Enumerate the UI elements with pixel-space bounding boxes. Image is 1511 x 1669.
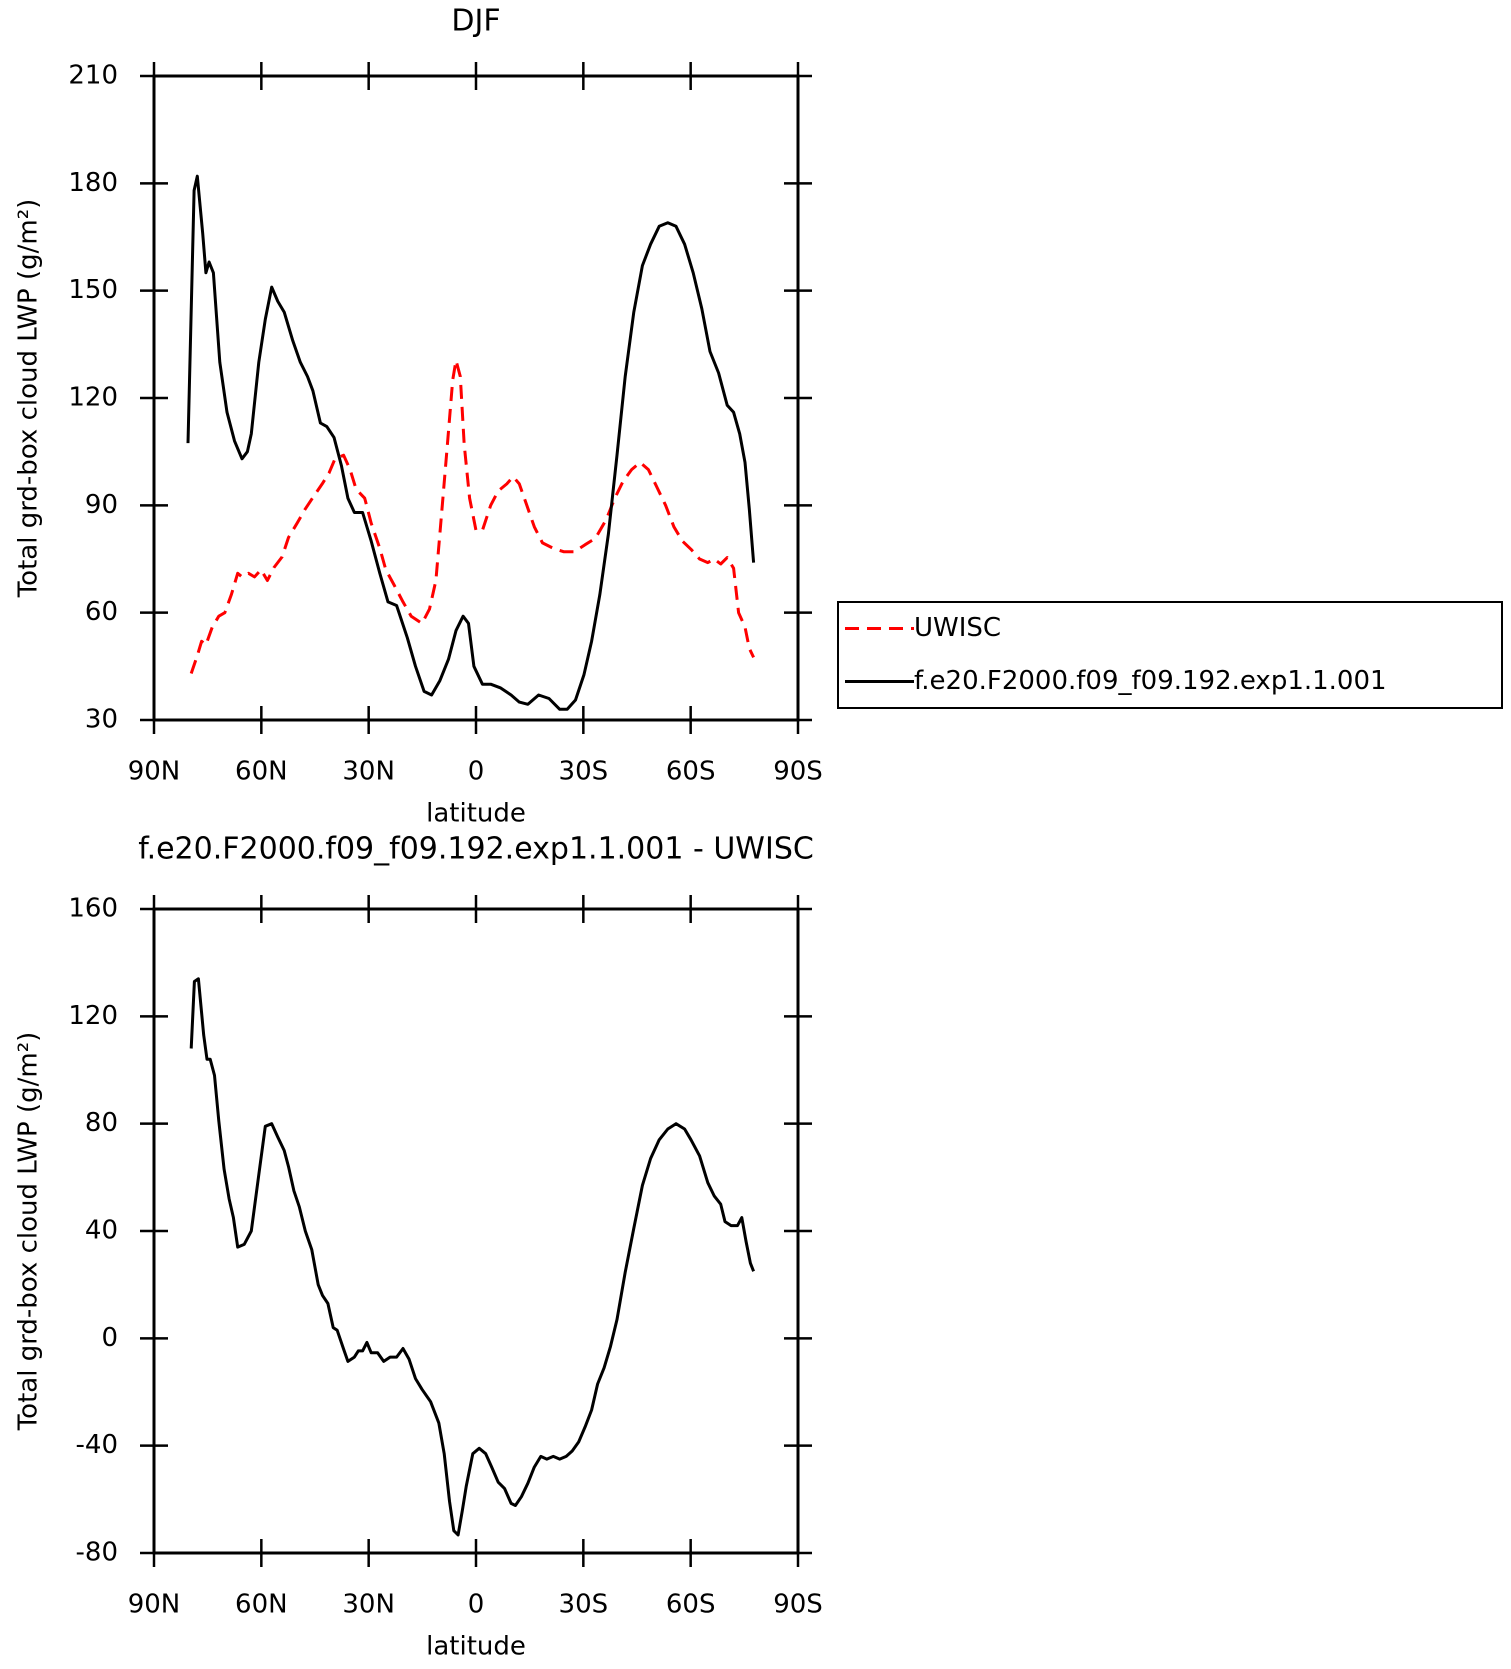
y-tick-label: 30 bbox=[85, 705, 118, 735]
x-tick-label: 0 bbox=[468, 757, 485, 787]
legend-label: UWISC bbox=[914, 613, 1001, 643]
y-tick-label: 0 bbox=[101, 1323, 118, 1353]
y-axis-label: Total grd-box cloud LWP (g/m²) bbox=[14, 199, 44, 599]
x-tick-label: 60S bbox=[666, 1590, 716, 1620]
series-line bbox=[186, 174, 756, 711]
x-tick-label: 90S bbox=[773, 757, 823, 787]
x-tick-label: 30S bbox=[559, 1590, 609, 1620]
y-tick-label: -40 bbox=[76, 1430, 118, 1460]
legend-label: f.e20.F2000.f09_f09.192.exp1.1.001 bbox=[914, 666, 1387, 696]
x-tick-label: 60S bbox=[666, 757, 716, 787]
y-tick-label: 90 bbox=[85, 490, 118, 520]
y-axis-label: Total grd-box cloud LWP (g/m²) bbox=[14, 1032, 44, 1432]
y-tick-label: 60 bbox=[85, 597, 118, 627]
y-tick-label: 120 bbox=[68, 1001, 118, 1031]
x-axis-label: latitude bbox=[426, 1632, 526, 1662]
chart-title: DJF bbox=[451, 4, 500, 39]
x-tick-label: 30N bbox=[342, 1590, 395, 1620]
series-line bbox=[189, 358, 755, 674]
plot-frame bbox=[152, 74, 800, 722]
x-tick-label: 30N bbox=[342, 757, 395, 787]
legend-box bbox=[837, 601, 1503, 709]
y-tick-label: 160 bbox=[68, 894, 118, 924]
x-tick-label: 60N bbox=[235, 1590, 288, 1620]
y-tick-label: -80 bbox=[76, 1538, 118, 1568]
x-axis-label: latitude bbox=[426, 799, 526, 829]
x-tick-label: 60N bbox=[235, 757, 288, 787]
chart-title: f.e20.F2000.f09_f09.192.exp1.1.001 - UWI… bbox=[138, 832, 814, 867]
x-tick-label: 0 bbox=[468, 1590, 485, 1620]
x-tick-label: 90N bbox=[128, 757, 181, 787]
y-tick-label: 180 bbox=[68, 168, 118, 198]
y-tick-label: 40 bbox=[85, 1216, 118, 1246]
series-line bbox=[189, 977, 755, 1537]
y-tick-label: 80 bbox=[85, 1108, 118, 1138]
x-tick-label: 90S bbox=[773, 1590, 823, 1620]
y-tick-label: 150 bbox=[68, 275, 118, 305]
x-tick-label: 90N bbox=[128, 1590, 181, 1620]
y-tick-label: 210 bbox=[68, 61, 118, 91]
plot-frame bbox=[152, 907, 800, 1555]
x-tick-label: 30S bbox=[559, 757, 609, 787]
y-tick-label: 120 bbox=[68, 383, 118, 413]
